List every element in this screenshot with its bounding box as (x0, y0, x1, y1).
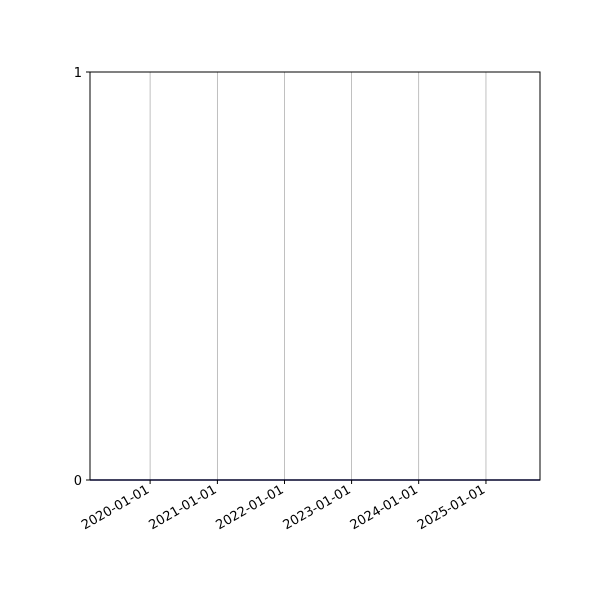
plot-frame (89, 71, 541, 481)
gridlines (149, 72, 487, 480)
x-axis: 2020-01-012021-01-012022-01-012023-01-01… (79, 480, 488, 533)
x-tick-label: 2022-01-01 (214, 482, 287, 533)
y-tick-label: 1 (74, 66, 82, 81)
y-tick-label: 0 (74, 474, 82, 489)
x-tick-label: 2021-01-01 (146, 482, 219, 533)
x-tick-label: 2024-01-01 (348, 482, 421, 533)
x-tick-label: 2020-01-01 (79, 482, 152, 533)
x-tick-label: 2023-01-01 (281, 482, 354, 533)
y-axis: 01 (74, 66, 90, 489)
plot-background (90, 72, 540, 480)
x-tick-label: 2025-01-01 (415, 482, 488, 533)
